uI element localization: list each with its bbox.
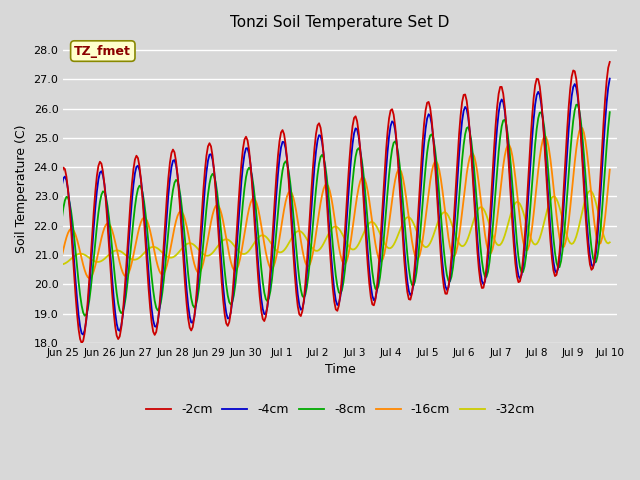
-2cm	[527, 136, 534, 142]
-2cm	[324, 220, 332, 226]
-16cm	[63, 235, 70, 240]
-8cm	[604, 124, 612, 130]
Line: -4cm: -4cm	[27, 79, 610, 338]
Legend: -2cm, -4cm, -8cm, -16cm, -32cm: -2cm, -4cm, -8cm, -16cm, -32cm	[141, 398, 540, 421]
-16cm	[43, 264, 51, 270]
-16cm	[324, 183, 332, 189]
-32cm	[586, 188, 594, 194]
Line: -2cm: -2cm	[27, 62, 610, 347]
-32cm	[43, 254, 51, 260]
-4cm	[43, 336, 51, 341]
Y-axis label: Soil Temperature (C): Soil Temperature (C)	[15, 125, 28, 253]
-16cm	[527, 235, 534, 240]
-4cm	[324, 210, 332, 216]
-4cm	[603, 99, 611, 105]
-8cm	[324, 189, 332, 194]
-8cm	[440, 248, 448, 253]
-16cm	[23, 251, 31, 256]
-32cm	[525, 230, 533, 236]
-8cm	[63, 194, 70, 200]
-8cm	[43, 312, 51, 318]
-16cm	[577, 125, 585, 131]
-16cm	[606, 167, 614, 172]
-8cm	[527, 200, 534, 206]
-2cm	[603, 77, 611, 83]
-4cm	[63, 178, 70, 183]
Line: -16cm: -16cm	[27, 128, 610, 280]
-2cm	[42, 344, 49, 350]
-16cm	[440, 199, 448, 204]
-2cm	[606, 59, 614, 65]
-16cm	[604, 183, 612, 189]
Text: TZ_fmet: TZ_fmet	[74, 45, 131, 58]
-4cm	[606, 76, 614, 82]
-2cm	[440, 284, 448, 290]
Title: Tonzi Soil Temperature Set D: Tonzi Soil Temperature Set D	[230, 15, 450, 30]
-32cm	[603, 240, 611, 245]
-2cm	[23, 170, 31, 176]
-2cm	[44, 335, 52, 340]
-32cm	[323, 235, 330, 240]
-8cm	[606, 109, 614, 115]
-32cm	[23, 264, 31, 270]
-8cm	[44, 315, 52, 321]
Line: -8cm: -8cm	[27, 105, 610, 318]
-4cm	[440, 274, 448, 280]
-4cm	[23, 181, 31, 187]
Line: -32cm: -32cm	[27, 191, 610, 267]
-8cm	[23, 210, 31, 216]
-32cm	[606, 240, 614, 245]
-4cm	[44, 331, 52, 337]
-16cm	[49, 277, 56, 283]
-2cm	[63, 174, 70, 180]
-32cm	[438, 211, 446, 216]
X-axis label: Time: Time	[324, 363, 356, 376]
-8cm	[572, 102, 580, 108]
-4cm	[527, 158, 534, 164]
-32cm	[61, 261, 68, 266]
